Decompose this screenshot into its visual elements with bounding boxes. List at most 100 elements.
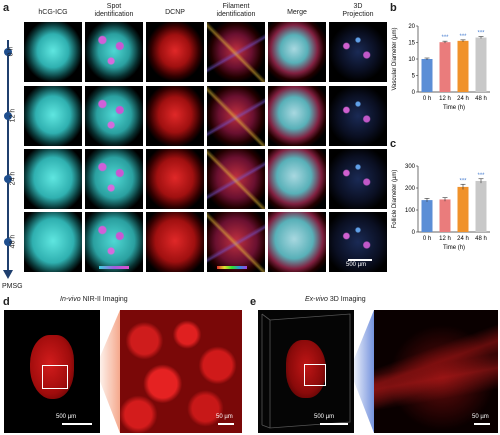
microscopy-tile <box>146 22 204 82</box>
column-header: 3D Projection <box>342 3 374 18</box>
scale-bar-e-right <box>474 423 490 425</box>
ovary-3d-shape <box>286 340 326 398</box>
x-tick-label: 24 h <box>457 236 469 242</box>
x-tick-label: 12 h <box>439 236 451 242</box>
x-tick-label: 48 h <box>475 236 487 242</box>
colorbar <box>217 266 247 269</box>
timepoint-dot <box>4 175 12 183</box>
y-tick-label: 0 <box>412 90 416 96</box>
panel-label-a: a <box>3 2 10 14</box>
microscopy-tile <box>85 86 143 146</box>
y-tick-label: 100 <box>405 208 416 214</box>
microscopy-tile <box>207 22 265 82</box>
x-tick-label: 48 h <box>475 96 487 102</box>
zoom-box-e <box>304 364 326 386</box>
column-header: Spot identification <box>94 3 134 18</box>
panel-label-d: d <box>3 296 10 308</box>
scale-bar-e-right-label: 50 µm <box>472 414 489 420</box>
x-tick-label: 0 h <box>423 96 431 102</box>
3d-vessel-texture <box>374 310 498 433</box>
panel-e-title: Ex-vivo 3D Imaging <box>305 296 366 303</box>
panel-label-c: c <box>390 138 397 150</box>
microscopy-tile <box>329 149 387 209</box>
timepoint-dot <box>4 238 12 246</box>
significance-marker: *** <box>459 178 467 184</box>
microscopy-tile <box>85 212 143 272</box>
y-tick-label: 15 <box>408 41 415 47</box>
panel-d-title: In-vivo NIR-II Imaging <box>60 296 128 303</box>
y-axis-label: Follicle Diameter (µm) <box>392 170 398 229</box>
column-header: Filament identification <box>216 3 256 18</box>
timeline-end-label: PMSG <box>2 283 23 290</box>
bar <box>475 180 487 232</box>
colorbar <box>99 266 129 269</box>
significance-marker: *** <box>477 31 485 37</box>
column-header: DCNP <box>165 9 185 16</box>
panel-d-title-italic: In-vivo <box>60 296 81 303</box>
microscopy-tile <box>207 86 265 146</box>
x-axis-label: Time (h) <box>443 245 465 251</box>
scale-bar-d-right <box>218 423 234 425</box>
panel-e-3d-image: 500 µm <box>258 310 354 433</box>
scale-bar-d-left <box>62 423 92 425</box>
microscopy-tile <box>329 212 387 272</box>
microscopy-tile <box>24 149 82 209</box>
microscopy-tile <box>329 86 387 146</box>
y-tick-label: 300 <box>405 164 416 170</box>
zoom-connector-e <box>354 310 374 433</box>
microscopy-tile <box>24 86 82 146</box>
timepoint-label: 12 h <box>9 108 17 123</box>
bar <box>457 40 469 92</box>
significance-marker: *** <box>441 35 449 41</box>
microscopy-tile <box>24 212 82 272</box>
microscopy-tile <box>268 86 326 146</box>
microscopy-tile <box>207 212 265 272</box>
y-tick-label: 200 <box>405 186 416 192</box>
panel-d-title-rest: NIR-II Imaging <box>80 296 128 303</box>
microscopy-tile <box>85 149 143 209</box>
microscopy-tile <box>146 149 204 209</box>
microscopy-tile <box>146 86 204 146</box>
microscopy-tile <box>207 149 265 209</box>
microscopy-tile <box>146 212 204 272</box>
zoom-connector-d <box>100 310 120 433</box>
vessel-texture <box>120 310 242 433</box>
bar <box>439 199 451 232</box>
timepoint-dot <box>4 112 12 120</box>
zoom-box <box>42 365 68 389</box>
bar <box>475 37 487 92</box>
bar <box>421 200 433 232</box>
y-tick-label: 20 <box>408 24 415 30</box>
microscopy-tile <box>268 212 326 272</box>
y-tick-label: 0 <box>412 230 416 236</box>
microscopy-tile <box>24 22 82 82</box>
column-header: hCG-ICG <box>38 9 68 16</box>
microscopy-tile <box>85 22 143 82</box>
microscopy-tile <box>268 22 326 82</box>
charts-svg: 0 5 10 15 20 0 h *** 12 h *** 24 h *** 48 h Time (h)… <box>392 24 490 251</box>
panel-e-title-rest: 3D Imaging <box>327 296 366 303</box>
x-tick-label: 12 h <box>439 96 451 102</box>
scale-bar-a <box>348 259 372 261</box>
significance-marker: *** <box>459 34 467 40</box>
panel-label-e: e <box>250 296 257 308</box>
panel-e-title-italic: Ex-vivo <box>305 296 328 303</box>
x-axis-label: Time (h) <box>443 105 465 111</box>
timeline-arrow-icon <box>3 270 13 279</box>
scale-bar-d-left-label: 500 µm <box>56 414 77 420</box>
scale-bar-e-left-label: 500 µm <box>314 414 335 420</box>
panel-label-b: b <box>390 2 397 14</box>
timepoint-label: 0 h <box>7 46 15 57</box>
y-axis-label: Vascular Diameter (µm) <box>392 27 398 90</box>
y-tick-label: 5 <box>412 74 416 80</box>
bar <box>439 42 451 92</box>
3d-box-frame <box>261 313 351 429</box>
panel-e-zoom-image: 50 µm <box>374 310 498 433</box>
timepoint-label: 24 h <box>9 171 17 186</box>
scale-bar-a-label: 500 µm <box>346 262 367 268</box>
microscopy-tile <box>329 22 387 82</box>
timepoint-label: 48 h <box>9 234 17 249</box>
bar <box>421 59 433 92</box>
bar <box>457 186 469 232</box>
x-tick-label: 24 h <box>457 96 469 102</box>
